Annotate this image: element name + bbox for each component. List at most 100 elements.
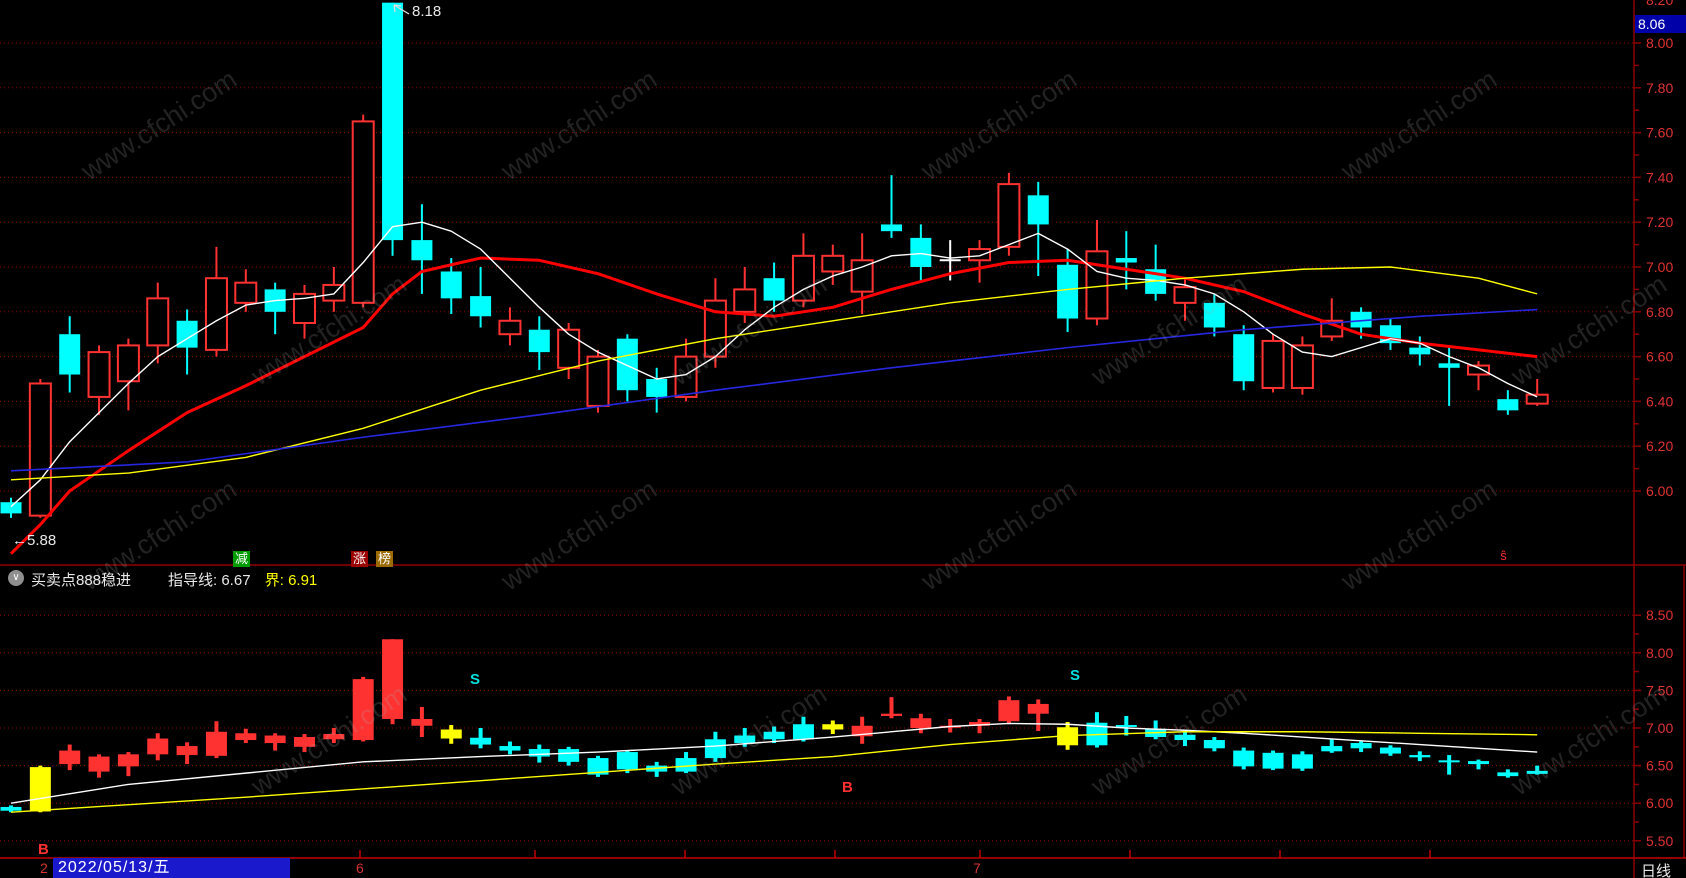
candle-up[interactable] — [1085, 250, 1109, 320]
candle-up[interactable] — [1290, 344, 1314, 389]
indicator-bar[interactable] — [616, 752, 638, 770]
indicator-bar[interactable] — [176, 746, 198, 756]
indicator-bar[interactable] — [235, 733, 257, 741]
indicator-bar[interactable] — [499, 746, 521, 751]
indicator-bar[interactable] — [910, 718, 932, 728]
candle-down[interactable] — [1409, 347, 1431, 355]
indicator-bar[interactable] — [264, 735, 286, 744]
candle-down[interactable] — [382, 2, 404, 241]
candle-up[interactable] — [1467, 364, 1490, 376]
indicator-bar[interactable] — [147, 738, 169, 755]
indicator-bar[interactable] — [440, 729, 462, 739]
candle-up[interactable] — [204, 277, 228, 351]
candle-up[interactable] — [1261, 339, 1285, 389]
candle-down[interactable] — [59, 334, 81, 375]
candle-down[interactable] — [1115, 258, 1137, 263]
candle-up[interactable] — [87, 351, 111, 398]
candle-up[interactable] — [322, 283, 346, 302]
indicator-bar[interactable] — [88, 756, 110, 772]
candle-down[interactable] — [1233, 334, 1255, 382]
candle-down[interactable] — [1350, 311, 1372, 328]
indicator-bar[interactable] — [1379, 747, 1401, 754]
indicator-bar[interactable] — [1115, 724, 1137, 727]
indicator-bar[interactable] — [704, 739, 726, 759]
indicator-bar[interactable] — [1262, 752, 1284, 769]
indicator-bar[interactable] — [1350, 743, 1372, 749]
candle-down[interactable] — [1497, 399, 1519, 411]
indicator-bar[interactable] — [763, 731, 785, 740]
indicator-bar[interactable] — [1174, 734, 1196, 741]
candle-up[interactable] — [674, 355, 698, 398]
indicator-bar[interactable] — [734, 735, 756, 744]
indicator-bar[interactable] — [205, 731, 227, 756]
indicator-bar[interactable] — [0, 806, 22, 811]
indicator-bar[interactable] — [29, 767, 51, 812]
candle-up[interactable] — [1173, 286, 1197, 304]
candle-down[interactable] — [440, 271, 462, 299]
candle-down[interactable] — [470, 296, 492, 317]
candle-up[interactable] — [821, 254, 845, 273]
candle-down[interactable] — [176, 320, 198, 348]
candle-up[interactable] — [557, 328, 581, 369]
indicator-bar[interactable] — [1291, 754, 1313, 769]
indicator-collapse-icon[interactable]: ∨ — [8, 570, 24, 586]
indicator-bar[interactable] — [1468, 761, 1489, 765]
candle-up[interactable] — [146, 297, 170, 347]
candle-up[interactable] — [498, 319, 522, 336]
candle-down[interactable] — [528, 329, 550, 353]
indicator-bar[interactable] — [382, 639, 404, 719]
indicator-bar[interactable] — [117, 754, 139, 767]
indicator-bar[interactable] — [558, 749, 580, 762]
candle-down[interactable] — [1027, 195, 1049, 225]
candle-up[interactable] — [28, 382, 52, 517]
candle-down[interactable] — [881, 224, 902, 232]
indicator-bar[interactable] — [1526, 770, 1548, 774]
indicator-name[interactable]: 买卖点888稳进 — [31, 572, 132, 589]
candle-up[interactable] — [293, 292, 316, 325]
main-candle-panel[interactable] — [0, 2, 1634, 555]
indicator-bar[interactable] — [1057, 727, 1079, 746]
indicator-bar[interactable] — [998, 700, 1020, 722]
indicator-bar[interactable] — [587, 758, 609, 775]
period-selector[interactable]: 日线 — [1641, 863, 1672, 878]
indicator-bar[interactable] — [851, 725, 873, 737]
indicator-bar[interactable] — [1497, 772, 1519, 777]
indicator-bar[interactable] — [969, 721, 991, 726]
candle-down[interactable] — [1057, 264, 1079, 319]
indicator-bar[interactable] — [881, 713, 902, 716]
candle-down[interactable] — [763, 278, 785, 301]
indicator-bar[interactable] — [323, 734, 345, 740]
candle-up[interactable] — [968, 248, 992, 262]
candle-up[interactable] — [997, 183, 1021, 248]
candle-down[interactable] — [1438, 363, 1460, 368]
indicator-bar[interactable] — [411, 718, 433, 726]
candle-up[interactable] — [733, 288, 757, 313]
indicator-bar[interactable] — [822, 724, 844, 730]
candle-down[interactable] — [1203, 302, 1225, 328]
candle-up[interactable] — [351, 120, 375, 304]
candle-up[interactable] — [850, 259, 874, 293]
indicator-panel[interactable] — [0, 614, 1634, 842]
indicator-bar[interactable] — [59, 750, 81, 765]
indicator-bar[interactable] — [1027, 703, 1049, 714]
indicator-bar[interactable] — [675, 758, 697, 772]
candle-down[interactable] — [910, 237, 932, 267]
indicator-bar[interactable] — [294, 737, 315, 747]
candle-down[interactable] — [616, 338, 638, 391]
candle-down[interactable] — [411, 240, 433, 261]
indicator-bar[interactable] — [528, 749, 550, 757]
candle-up[interactable] — [116, 344, 140, 383]
candle-up[interactable] — [586, 355, 610, 407]
indicator-bar[interactable] — [1203, 740, 1225, 749]
candle-up[interactable] — [234, 281, 258, 304]
candle-up[interactable] — [1525, 393, 1549, 405]
indicator-bar[interactable] — [1321, 746, 1343, 752]
candle-down[interactable] — [0, 502, 22, 514]
indicator-bar[interactable] — [470, 737, 492, 745]
indicator-bar[interactable] — [1438, 760, 1460, 763]
candle-down[interactable] — [646, 379, 668, 397]
indicator-bar[interactable] — [1409, 755, 1431, 758]
candle-up[interactable] — [791, 254, 815, 302]
indicator-bar[interactable] — [1233, 750, 1255, 767]
